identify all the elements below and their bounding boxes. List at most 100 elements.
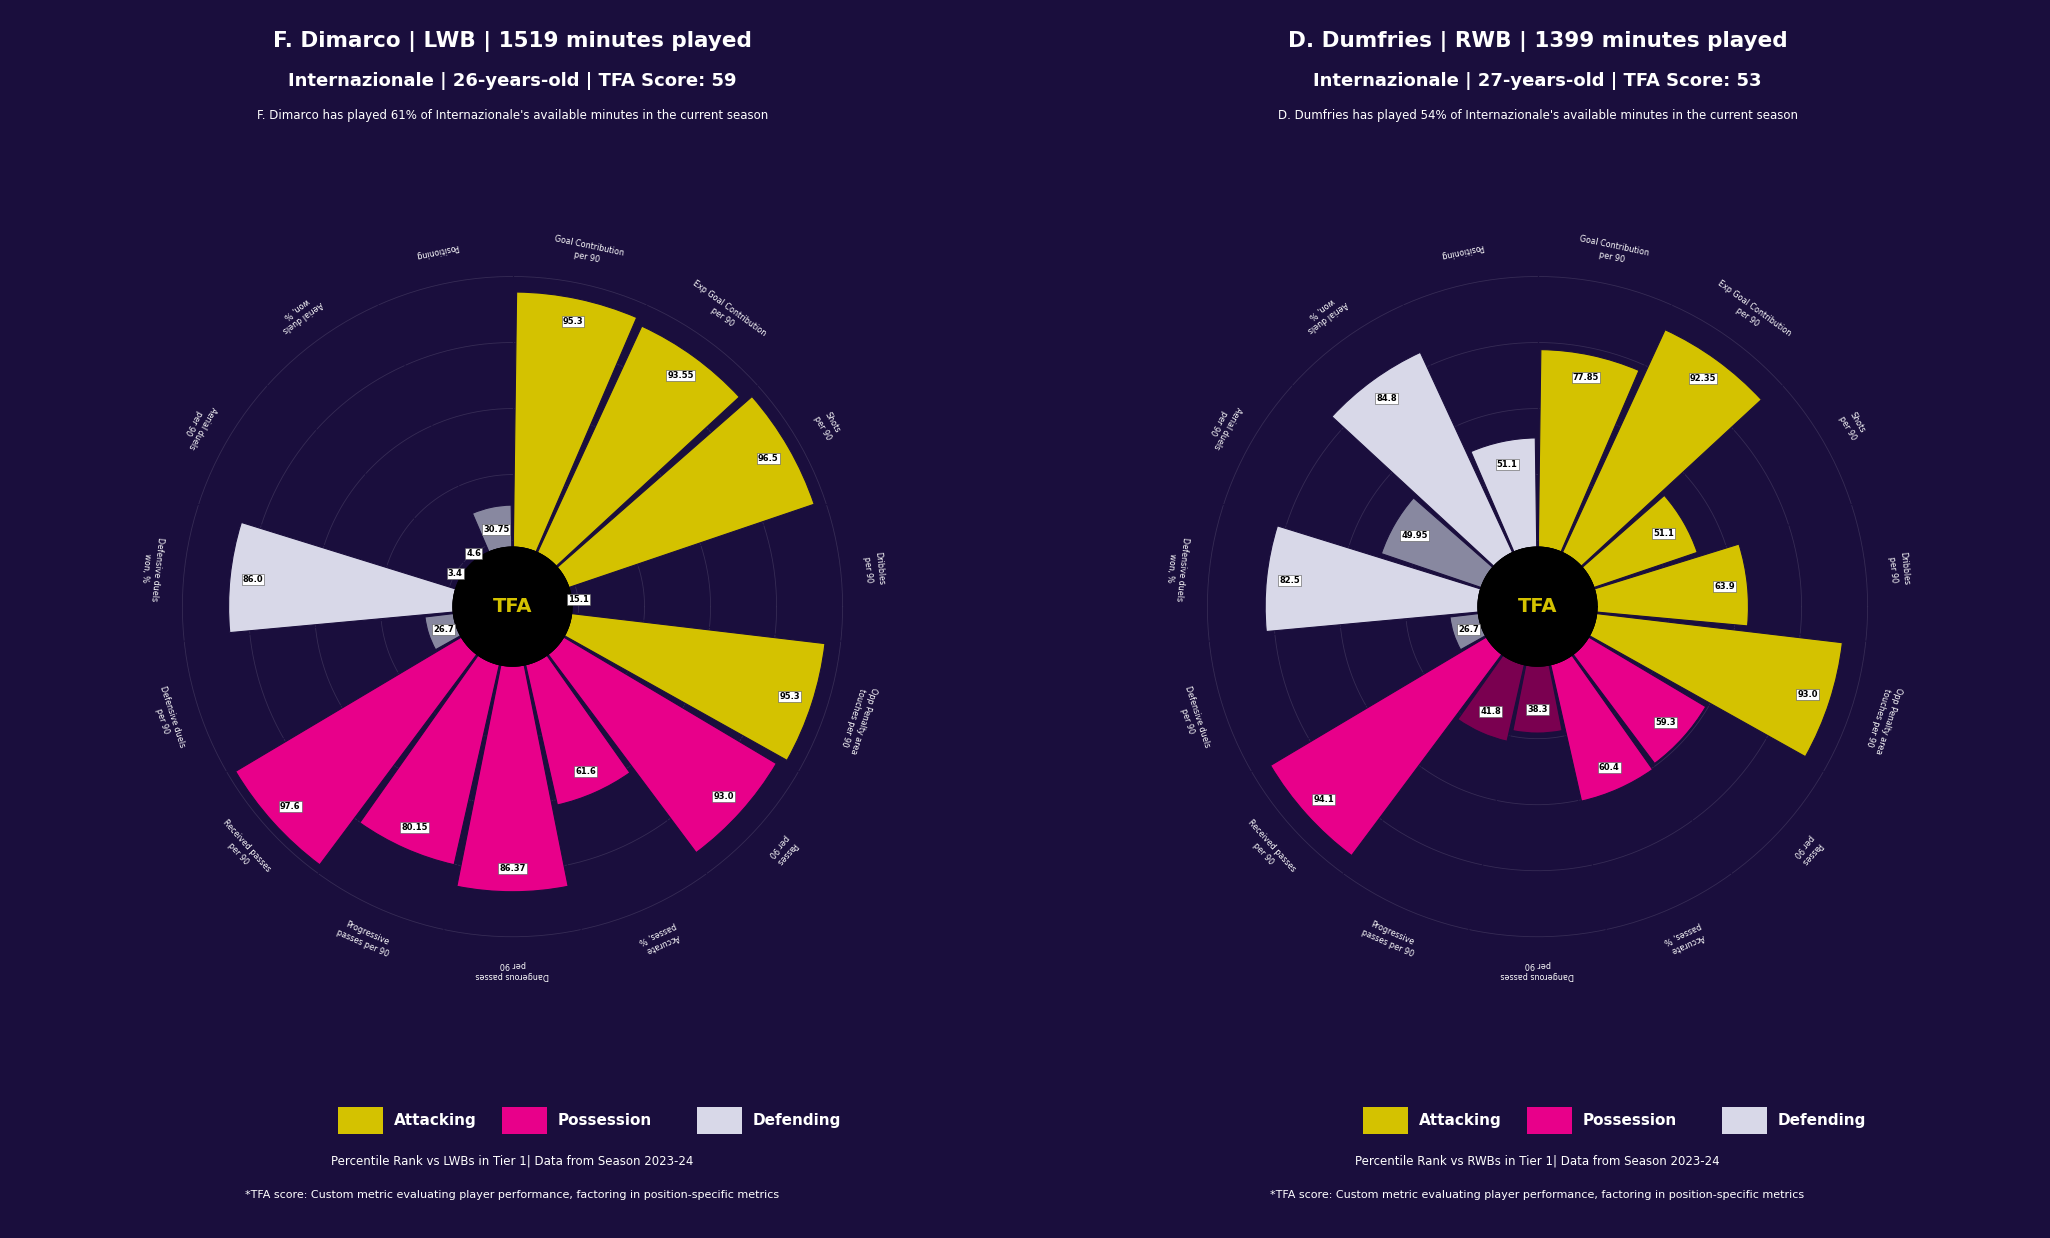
Text: Accurate
passes, %: Accurate passes, % xyxy=(638,921,683,956)
Text: Opp Penalty area
touches per 90: Opp Penalty area touches per 90 xyxy=(1863,682,1902,755)
Wedge shape xyxy=(1382,498,1492,588)
Wedge shape xyxy=(502,599,504,603)
Text: Aerial duels
per 90: Aerial duels per 90 xyxy=(1203,400,1244,451)
Text: 51.1: 51.1 xyxy=(1652,530,1675,539)
Text: Passes
per 90: Passes per 90 xyxy=(1792,833,1824,867)
Text: Aerial duels
per 90: Aerial duels per 90 xyxy=(178,400,219,451)
Wedge shape xyxy=(457,665,568,891)
Text: 30.75: 30.75 xyxy=(484,525,508,535)
Text: Received passes
per 90: Received passes per 90 xyxy=(1238,818,1298,881)
Wedge shape xyxy=(1472,438,1538,552)
Text: 82.5: 82.5 xyxy=(1279,576,1300,586)
Text: *TFA score: Custom metric evaluating player performance, factoring in position-s: *TFA score: Custom metric evaluating pla… xyxy=(246,1190,779,1200)
Text: 95.3: 95.3 xyxy=(779,692,800,701)
Text: 41.8: 41.8 xyxy=(1480,707,1501,716)
Text: 93.55: 93.55 xyxy=(666,371,693,380)
Wedge shape xyxy=(1595,543,1749,626)
Text: 63.9: 63.9 xyxy=(1714,583,1734,592)
Text: Positioning: Positioning xyxy=(1439,243,1484,260)
Text: Defending: Defending xyxy=(1777,1113,1866,1128)
Text: Possession: Possession xyxy=(558,1113,652,1128)
Wedge shape xyxy=(560,592,562,612)
Text: Percentile Rank vs RWBs in Tier 1| Data from Season 2023-24: Percentile Rank vs RWBs in Tier 1| Data … xyxy=(1355,1155,1720,1167)
Wedge shape xyxy=(502,593,506,597)
Text: Exp Goal Contribution
per 90: Exp Goal Contribution per 90 xyxy=(1710,279,1792,347)
Text: 3.4: 3.4 xyxy=(447,569,463,578)
Text: Attacking: Attacking xyxy=(394,1113,476,1128)
Text: Passes
per 90: Passes per 90 xyxy=(767,833,800,867)
Wedge shape xyxy=(1449,614,1486,650)
Text: Aerial duels
won, %: Aerial duels won, % xyxy=(1300,291,1349,334)
Text: Attacking: Attacking xyxy=(1419,1113,1501,1128)
Wedge shape xyxy=(424,614,461,650)
Wedge shape xyxy=(230,522,455,633)
Wedge shape xyxy=(236,638,478,865)
Text: 49.95: 49.95 xyxy=(1402,531,1429,540)
Polygon shape xyxy=(1478,547,1597,666)
Wedge shape xyxy=(1458,655,1525,742)
Wedge shape xyxy=(564,614,824,760)
Wedge shape xyxy=(558,396,814,588)
Wedge shape xyxy=(1538,349,1638,552)
Text: Progressive
passes per 90: Progressive passes per 90 xyxy=(334,917,394,959)
Text: Percentile Rank vs LWBs in Tier 1| Data from Season 2023-24: Percentile Rank vs LWBs in Tier 1| Data … xyxy=(332,1155,693,1167)
Text: 26.7: 26.7 xyxy=(433,624,453,634)
Wedge shape xyxy=(1572,638,1706,764)
Wedge shape xyxy=(512,292,638,552)
Text: TFA: TFA xyxy=(1517,597,1558,617)
Text: Opp Penalty area
touches per 90: Opp Penalty area touches per 90 xyxy=(838,682,877,755)
Text: Internazionale | 27-years-old | TFA Score: 53: Internazionale | 27-years-old | TFA Scor… xyxy=(1314,72,1761,90)
Wedge shape xyxy=(1562,329,1761,566)
Wedge shape xyxy=(1583,495,1697,588)
Text: 96.5: 96.5 xyxy=(758,454,779,463)
Polygon shape xyxy=(453,547,572,666)
Text: Internazionale | 26-years-old | TFA Score: 59: Internazionale | 26-years-old | TFA Scor… xyxy=(289,72,736,90)
Text: Goal Contribution
per 90: Goal Contribution per 90 xyxy=(1576,234,1650,269)
Text: 4.6: 4.6 xyxy=(465,548,482,557)
Text: Exp Goal Contribution
per 90: Exp Goal Contribution per 90 xyxy=(685,279,767,347)
Text: 59.3: 59.3 xyxy=(1656,718,1677,727)
Wedge shape xyxy=(547,638,777,853)
Text: Dribbles
per 90: Dribbles per 90 xyxy=(861,551,886,587)
Text: Defensive duels
won, %: Defensive duels won, % xyxy=(137,536,164,602)
Text: 51.1: 51.1 xyxy=(1496,459,1517,469)
Wedge shape xyxy=(1332,353,1513,566)
Text: Received passes
per 90: Received passes per 90 xyxy=(213,818,273,881)
Text: 94.1: 94.1 xyxy=(1314,795,1335,803)
Text: TFA: TFA xyxy=(492,597,533,617)
Text: 86.37: 86.37 xyxy=(500,864,525,873)
Text: D. Dumfries | RWB | 1399 minutes played: D. Dumfries | RWB | 1399 minutes played xyxy=(1287,31,1788,52)
Wedge shape xyxy=(472,505,512,552)
Text: *TFA score: Custom metric evaluating player performance, factoring in position-s: *TFA score: Custom metric evaluating pla… xyxy=(1271,1190,1804,1200)
Wedge shape xyxy=(1589,614,1843,756)
Text: 15.1: 15.1 xyxy=(568,595,588,604)
Wedge shape xyxy=(361,655,500,864)
Text: Accurate
passes, %: Accurate passes, % xyxy=(1663,921,1708,956)
Text: Defensive duels
won, %: Defensive duels won, % xyxy=(1162,536,1189,602)
Text: Possession: Possession xyxy=(1583,1113,1677,1128)
Wedge shape xyxy=(1271,638,1503,855)
Text: Goal Contribution
per 90: Goal Contribution per 90 xyxy=(551,234,625,269)
Text: Defensive duels
per 90: Defensive duels per 90 xyxy=(148,686,187,753)
Text: Dangerous passes
per 90: Dangerous passes per 90 xyxy=(1501,959,1574,979)
Text: Dribbles
per 90: Dribbles per 90 xyxy=(1886,551,1911,587)
Wedge shape xyxy=(1513,665,1562,733)
Wedge shape xyxy=(1265,526,1480,631)
Text: Dangerous passes
per 90: Dangerous passes per 90 xyxy=(476,959,549,979)
Text: F. Dimarco | LWB | 1519 minutes played: F. Dimarco | LWB | 1519 minutes played xyxy=(273,31,752,52)
Wedge shape xyxy=(1550,655,1652,801)
Text: 92.35: 92.35 xyxy=(1689,374,1716,384)
Text: 61.6: 61.6 xyxy=(576,766,597,776)
Text: 84.8: 84.8 xyxy=(1376,395,1396,404)
Text: 26.7: 26.7 xyxy=(1458,624,1478,634)
Text: 93.0: 93.0 xyxy=(1798,690,1818,699)
Text: Shots
per 90: Shots per 90 xyxy=(1837,409,1868,442)
Wedge shape xyxy=(525,655,629,805)
Text: Progressive
passes per 90: Progressive passes per 90 xyxy=(1359,917,1419,959)
Text: 77.85: 77.85 xyxy=(1572,374,1599,383)
Text: D. Dumfries has played 54% of Internazionale's available minutes in the current : D. Dumfries has played 54% of Internazio… xyxy=(1277,109,1798,123)
Text: 93.0: 93.0 xyxy=(713,792,734,801)
Text: 97.6: 97.6 xyxy=(281,802,301,811)
Text: 60.4: 60.4 xyxy=(1599,763,1620,773)
Wedge shape xyxy=(537,326,740,566)
